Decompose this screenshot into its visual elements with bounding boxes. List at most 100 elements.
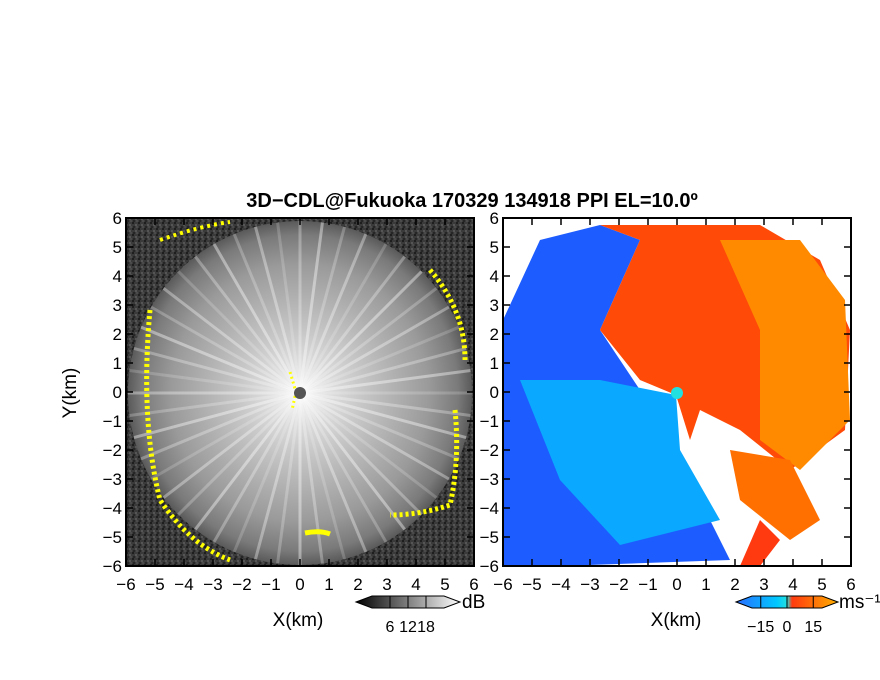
reflectivity-x-tick-label: 1 bbox=[324, 575, 333, 594]
reflectivity-edge-highlight-bottom bbox=[304, 529, 331, 537]
reflectivity-ray bbox=[232, 233, 302, 394]
reflectivity-ray bbox=[254, 392, 302, 560]
velocity-y-tick-label: −4 bbox=[480, 499, 499, 518]
velocity-colorbar-tick-label: 15 bbox=[804, 619, 822, 636]
reflectivity-ray bbox=[276, 392, 302, 564]
reflectivity-ray bbox=[232, 392, 302, 553]
reflectivity-x-axis-label: X(km) bbox=[273, 610, 324, 631]
velocity-x-tick-label: 4 bbox=[788, 575, 797, 594]
reflectivity-ray bbox=[140, 325, 301, 395]
reflectivity-y-tick-label: 0 bbox=[113, 383, 122, 402]
reflectivity-ray bbox=[150, 391, 301, 481]
reflectivity-x-tick-label: 6 bbox=[469, 575, 478, 594]
reflectivity-ray bbox=[299, 347, 467, 395]
velocity-x-tick-label: 5 bbox=[817, 575, 826, 594]
reflectivity-x-tick-label: 4 bbox=[411, 575, 420, 594]
reflectivity-panel bbox=[126, 218, 474, 566]
reflectivity-ray bbox=[133, 347, 301, 395]
reflectivity-edge-highlight-lower-right bbox=[389, 409, 460, 518]
reflectivity-ray bbox=[299, 391, 438, 499]
reflectivity-y-tick-label: −6 bbox=[103, 557, 122, 576]
velocity-receding-strong-region bbox=[720, 240, 850, 470]
velocity-x-tick-label: −4 bbox=[551, 575, 570, 594]
reflectivity-ray bbox=[129, 369, 301, 395]
velocity-y-tick-label: −3 bbox=[480, 470, 499, 489]
velocity-colorbar-ticks: −15 0 15 bbox=[747, 596, 822, 636]
velocity-x-tick-label: −2 bbox=[609, 575, 628, 594]
velocity-colorbar-tick-label: −15 bbox=[747, 619, 774, 636]
velocity-y-tick-label: 2 bbox=[490, 325, 499, 344]
reflectivity-ray bbox=[162, 287, 301, 395]
reflectivity-x-tick-label: −6 bbox=[116, 575, 135, 594]
reflectivity-colorbar-tick-label: 18 bbox=[417, 619, 435, 636]
reflectivity-ray bbox=[298, 392, 368, 553]
velocity-x-tick-label: 2 bbox=[730, 575, 739, 594]
reflectivity-ray bbox=[133, 391, 301, 439]
reflectivity-colorbar: 6 12 18 dB bbox=[354, 592, 485, 636]
reflectivity-ray bbox=[212, 392, 302, 543]
reflectivity-ray bbox=[129, 391, 301, 417]
reflectivity-x-tick-label: −5 bbox=[145, 575, 164, 594]
velocity-receding-bottom-region bbox=[740, 520, 780, 566]
reflectivity-ray bbox=[254, 226, 302, 394]
velocity-approaching-region-inner bbox=[520, 380, 720, 545]
reflectivity-ray bbox=[177, 270, 302, 395]
reflectivity-x-tick-label: −1 bbox=[261, 575, 280, 594]
reflectivity-y-tick-label: −3 bbox=[103, 470, 122, 489]
reflectivity-ray bbox=[299, 391, 471, 417]
velocity-x-tick-label: 6 bbox=[846, 575, 855, 594]
velocity-x-tick-label: 1 bbox=[701, 575, 710, 594]
reflectivity-ray bbox=[298, 392, 388, 543]
velocity-y-tick-label: 0 bbox=[490, 383, 499, 402]
reflectivity-x-tick-label: −3 bbox=[203, 575, 222, 594]
velocity-x-tick-label: −3 bbox=[580, 575, 599, 594]
reflectivity-ray bbox=[140, 391, 301, 461]
reflectivity-ray bbox=[298, 243, 388, 394]
velocity-y-tick-label: 6 bbox=[490, 209, 499, 228]
reflectivity-ray bbox=[299, 325, 460, 395]
reflectivity-y-tick-label: −4 bbox=[103, 499, 122, 518]
reflectivity-x-tick-label: 3 bbox=[382, 575, 391, 594]
reflectivity-x-tick-label: −2 bbox=[232, 575, 251, 594]
velocity-x-axis-label: X(km) bbox=[651, 610, 702, 631]
velocity-colorbar: −15 0 15 ms⁻¹ bbox=[734, 592, 880, 636]
velocity-x-tick-label: 3 bbox=[759, 575, 768, 594]
reflectivity-ray bbox=[298, 270, 423, 395]
reflectivity-edge-highlight-top bbox=[159, 220, 231, 242]
reflectivity-y-tick-label: 4 bbox=[113, 267, 122, 286]
reflectivity-ray bbox=[298, 255, 406, 394]
radar-center-marker bbox=[294, 387, 306, 399]
velocity-y-tick-label: 3 bbox=[490, 296, 499, 315]
reflectivity-ray bbox=[298, 222, 324, 394]
reflectivity-colorbar-tick-label: 6 bbox=[386, 619, 395, 636]
reflectivity-x-tick-label: 0 bbox=[295, 575, 304, 594]
velocity-receding-lower-region bbox=[730, 450, 820, 540]
velocity-x-tick-label: −6 bbox=[493, 575, 512, 594]
reflectivity-ray bbox=[298, 392, 324, 564]
velocity-y-tick-label: 1 bbox=[490, 354, 499, 373]
reflectivity-y-tick-label: −2 bbox=[103, 441, 122, 460]
chart-title: 3D−CDL@Fukuoka 170329 134918 PPI EL=10.0… bbox=[246, 190, 698, 212]
reflectivity-ray bbox=[276, 222, 302, 394]
reflectivity-y-tick-label: −5 bbox=[103, 528, 122, 547]
velocity-panel bbox=[503, 218, 851, 566]
reflectivity-ray bbox=[177, 391, 302, 516]
velocity-x-tick-label: 0 bbox=[672, 575, 681, 594]
velocity-y-tick-label: 4 bbox=[490, 267, 499, 286]
reflectivity-ray bbox=[299, 391, 467, 439]
velocity-colorbar-unit: ms⁻¹ bbox=[839, 592, 880, 613]
reflectivity-y-tick-label: 5 bbox=[113, 238, 122, 257]
reflectivity-ray bbox=[298, 391, 423, 516]
reflectivity-y-tick-label: 3 bbox=[113, 296, 122, 315]
velocity-axes: −6 −5 −4 −3 −2 −1 0 1 2 3 4 5 6 6 5 4 3 2 1 0 −1 −2 −3 −4 −5 −6 bbox=[480, 209, 856, 594]
velocity-x-tick-label: −5 bbox=[522, 575, 541, 594]
reflectivity-ray bbox=[162, 391, 301, 499]
reflectivity-x-tick-label: −4 bbox=[174, 575, 193, 594]
reflectivity-ray bbox=[298, 226, 346, 394]
reflectivity-y-tick-label: −1 bbox=[103, 412, 122, 431]
reflectivity-ray bbox=[212, 243, 302, 394]
velocity-y-tick-label: −5 bbox=[480, 528, 499, 547]
reflectivity-rays bbox=[128, 221, 472, 565]
velocity-y-tick-label: −6 bbox=[480, 557, 499, 576]
